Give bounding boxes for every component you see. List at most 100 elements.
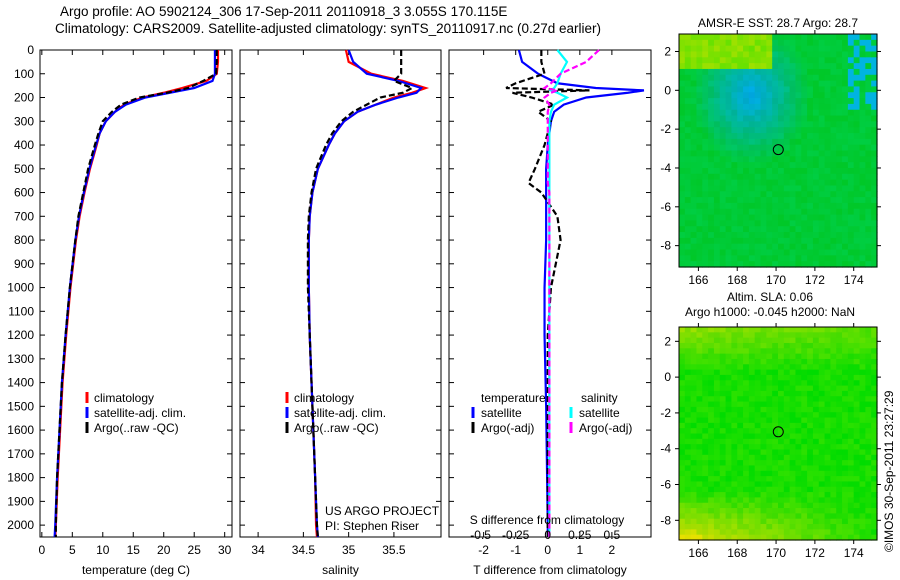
map-cell (836, 208, 843, 216)
map-cell (725, 438, 733, 445)
map-cell (801, 342, 808, 349)
map-cell (871, 156, 878, 163)
map-cell (795, 185, 802, 192)
map-cell (766, 208, 773, 216)
map-cell (778, 412, 785, 419)
map-cell (824, 86, 832, 93)
map-cell (719, 214, 727, 221)
map-cell (789, 237, 797, 245)
y-tick-label: 600 (14, 186, 34, 200)
map-cell (713, 68, 721, 76)
map-cell (743, 92, 750, 99)
map-cell (865, 150, 872, 157)
map-cell (795, 208, 802, 216)
map-cell (725, 45, 733, 53)
map-cell (684, 438, 692, 445)
map-cell (708, 127, 715, 134)
map-cell (684, 115, 692, 122)
map-cell (778, 433, 785, 440)
map-cell (812, 197, 820, 204)
map-cell (766, 249, 773, 256)
map-cell (696, 465, 703, 472)
map-cell (725, 454, 733, 461)
map-cell (812, 502, 820, 509)
map-cell (865, 385, 872, 392)
map-cell (847, 513, 855, 520)
map-cell (859, 68, 866, 76)
map-cell (853, 115, 861, 122)
map-cell (795, 380, 802, 387)
map-cell (783, 63, 791, 70)
map-cell (766, 412, 773, 419)
y-tick-label: 1600 (7, 423, 34, 437)
map-cell (679, 156, 686, 163)
map-cell (743, 115, 750, 122)
map-cell (737, 364, 744, 371)
map-cell (690, 127, 698, 134)
map-cell (748, 412, 756, 419)
map-cell (731, 133, 738, 140)
y-tick-label: 0 (664, 83, 671, 97)
map-cell (853, 197, 861, 204)
map-cell (766, 481, 773, 488)
map-cell (795, 524, 802, 530)
map-cell (818, 109, 826, 117)
map-cell (731, 406, 738, 413)
map-cell (766, 374, 773, 381)
map-cell (818, 138, 826, 146)
map-cell (737, 103, 744, 111)
y-tick-label: 500 (14, 162, 34, 176)
map-cell (783, 374, 791, 381)
map-cell (783, 237, 791, 245)
map-cell (743, 529, 750, 536)
map-cell (748, 417, 756, 424)
map-cell (731, 486, 738, 493)
map-cell (708, 353, 715, 360)
map-cell (743, 202, 750, 210)
map-cell (679, 449, 686, 456)
map-cell (684, 332, 692, 339)
map-cell (760, 476, 767, 483)
map-cell (708, 220, 715, 227)
map-cell (696, 109, 703, 117)
map-cell (760, 167, 767, 175)
map-cell (859, 156, 866, 163)
map-cell (725, 481, 733, 488)
map-cell (807, 438, 814, 445)
map-cell (847, 358, 855, 365)
map-cell (702, 417, 709, 424)
map-cell (818, 74, 826, 82)
map-cell (719, 342, 727, 349)
x2-tick-label: 0.5 (604, 528, 621, 542)
map-cell (737, 433, 744, 440)
map-cell (737, 74, 744, 82)
map-cell (783, 115, 791, 122)
map-cell (778, 121, 785, 128)
map-cell (847, 476, 855, 483)
map-cell (772, 385, 779, 392)
map-cell (725, 497, 733, 504)
map-cell (871, 185, 878, 192)
map-cell (737, 385, 744, 392)
map-cell (824, 121, 832, 128)
map-cell (871, 327, 878, 333)
map-cell (812, 74, 820, 82)
map-cell (754, 380, 762, 387)
map-cell (824, 226, 832, 233)
map-cell (725, 226, 733, 233)
map-cell (737, 412, 744, 419)
map-cell (684, 237, 692, 245)
map-cell (754, 438, 762, 445)
map-cell (737, 173, 744, 181)
map-cell (812, 80, 820, 88)
map-cell (748, 374, 756, 381)
map-cell (778, 374, 785, 381)
map-cell (818, 444, 826, 451)
map-cell (795, 261, 802, 268)
map-cell (737, 369, 744, 376)
map-cell (865, 68, 872, 76)
map-cell (842, 144, 849, 152)
map-cell (847, 39, 855, 47)
map-cell (783, 513, 791, 520)
map-cell (760, 497, 767, 504)
